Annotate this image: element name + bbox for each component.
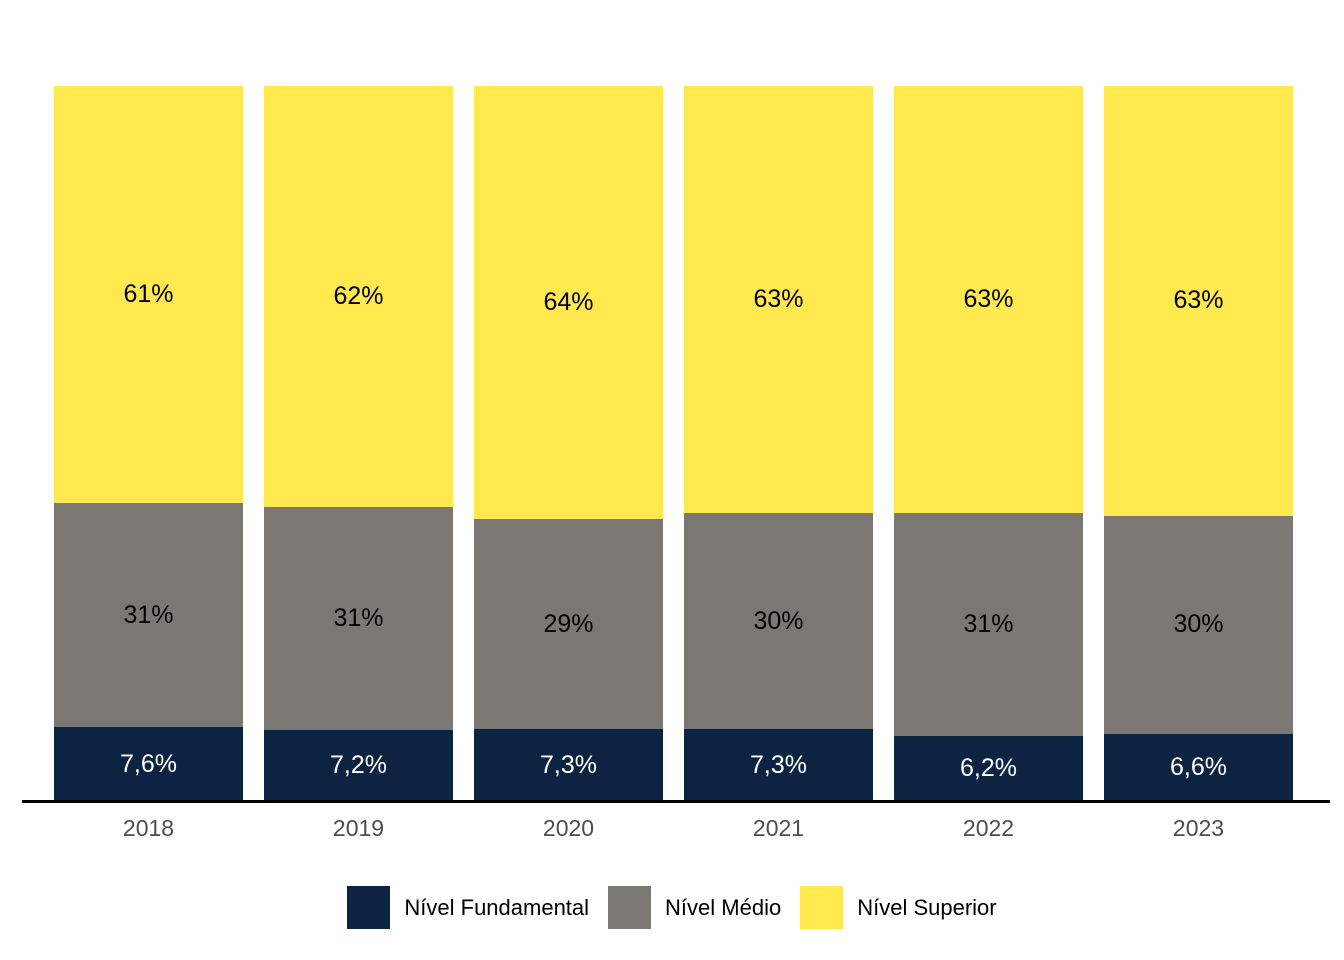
segment-value-label: 63% bbox=[1173, 286, 1224, 315]
bar-segment: 6,6% bbox=[1104, 733, 1293, 801]
x-axis-label: 2022 bbox=[962, 815, 1015, 841]
bar-stack: 63% 30% 7,3% bbox=[684, 86, 873, 801]
segment-value-label: 7,3% bbox=[540, 750, 597, 779]
segment-value-label: 7,3% bbox=[750, 750, 807, 779]
segment-value-label: 61% bbox=[123, 279, 174, 308]
bar-segment: 7,2% bbox=[264, 730, 453, 801]
x-axis-label: 2023 bbox=[1172, 815, 1225, 841]
segment-value-label: 64% bbox=[543, 288, 594, 317]
bar-segment: 63% bbox=[1104, 86, 1293, 516]
segment-value-label: 63% bbox=[753, 285, 804, 313]
segment-value-label: 7,6% bbox=[120, 749, 177, 778]
bar-column: 63% 31% 6,2% 2022 bbox=[894, 86, 1083, 842]
bar-column: 61% 31% 7,6% 2018 bbox=[54, 86, 243, 842]
legend-item: Nível Médio bbox=[608, 886, 781, 929]
bar-stack: 63% 30% 6,6% bbox=[1104, 86, 1293, 801]
x-axis-line bbox=[22, 800, 1330, 803]
bar-segment: 61% bbox=[54, 86, 243, 503]
bar-stack: 63% 31% 6,2% bbox=[894, 86, 1083, 801]
legend-item: Nível Superior bbox=[800, 886, 997, 929]
segment-value-label: 31% bbox=[333, 604, 384, 633]
segment-value-label: 7,2% bbox=[330, 751, 387, 779]
legend-item: Nível Fundamental bbox=[347, 886, 589, 929]
bar-stack: 64% 29% 7,3% bbox=[474, 86, 663, 801]
bar-segment: 6,2% bbox=[894, 736, 1083, 801]
bar-segment: 7,3% bbox=[684, 729, 873, 801]
x-axis-label: 2018 bbox=[122, 815, 175, 841]
legend-label: Nível Superior bbox=[857, 894, 997, 920]
bar-segment: 62% bbox=[264, 86, 453, 508]
legend-label: Nível Médio bbox=[665, 894, 782, 920]
x-axis-label: 2021 bbox=[752, 815, 805, 841]
bar-column: 64% 29% 7,3% 2020 bbox=[474, 86, 663, 842]
segment-value-label: 62% bbox=[333, 282, 384, 310]
bar-segment: 63% bbox=[684, 86, 873, 513]
bar-column: 62% 31% 7,2% 2019 bbox=[264, 86, 453, 842]
segment-value-label: 30% bbox=[1173, 610, 1224, 639]
bar-segment: 31% bbox=[54, 502, 243, 728]
segment-value-label: 31% bbox=[963, 610, 1014, 639]
bar-segment: 30% bbox=[684, 513, 873, 730]
bar-segment: 7,3% bbox=[474, 729, 663, 801]
legend-swatch bbox=[608, 886, 652, 929]
bar-segment: 30% bbox=[1104, 515, 1293, 734]
bar-segment: 64% bbox=[474, 86, 663, 520]
bar-segment: 31% bbox=[264, 507, 453, 731]
bar-segment: 31% bbox=[894, 513, 1083, 737]
segment-value-label: 6,2% bbox=[960, 754, 1017, 783]
bar-column: 63% 30% 6,6% 2023 bbox=[1104, 86, 1293, 842]
x-axis-label: 2019 bbox=[332, 815, 385, 841]
legend: Nível Fundamental Nível Médio Nível Superi… bbox=[0, 886, 1344, 929]
bar-segment: 7,6% bbox=[54, 727, 243, 801]
bar-stack: 62% 31% 7,2% bbox=[264, 86, 453, 801]
bar-column: 63% 30% 7,3% 2021 bbox=[684, 86, 873, 842]
plot-area: 61% 31% 7,6% 2018 62% 31% 7,2% 2019 64% 29% 7,3% 20… bbox=[54, 86, 1293, 842]
bar-segment: 63% bbox=[894, 86, 1083, 514]
bar-segment: 29% bbox=[474, 519, 663, 730]
legend-label: Nível Fundamental bbox=[404, 894, 590, 920]
segment-value-label: 29% bbox=[543, 609, 594, 638]
bar-stack: 61% 31% 7,6% bbox=[54, 86, 243, 801]
segment-value-label: 30% bbox=[753, 606, 804, 635]
legend-swatch bbox=[347, 886, 391, 929]
segment-value-label: 31% bbox=[123, 600, 174, 629]
x-axis-label: 2020 bbox=[542, 815, 595, 841]
segment-value-label: 6,6% bbox=[1170, 752, 1227, 781]
legend-swatch bbox=[800, 886, 844, 929]
segment-value-label: 63% bbox=[963, 285, 1014, 314]
